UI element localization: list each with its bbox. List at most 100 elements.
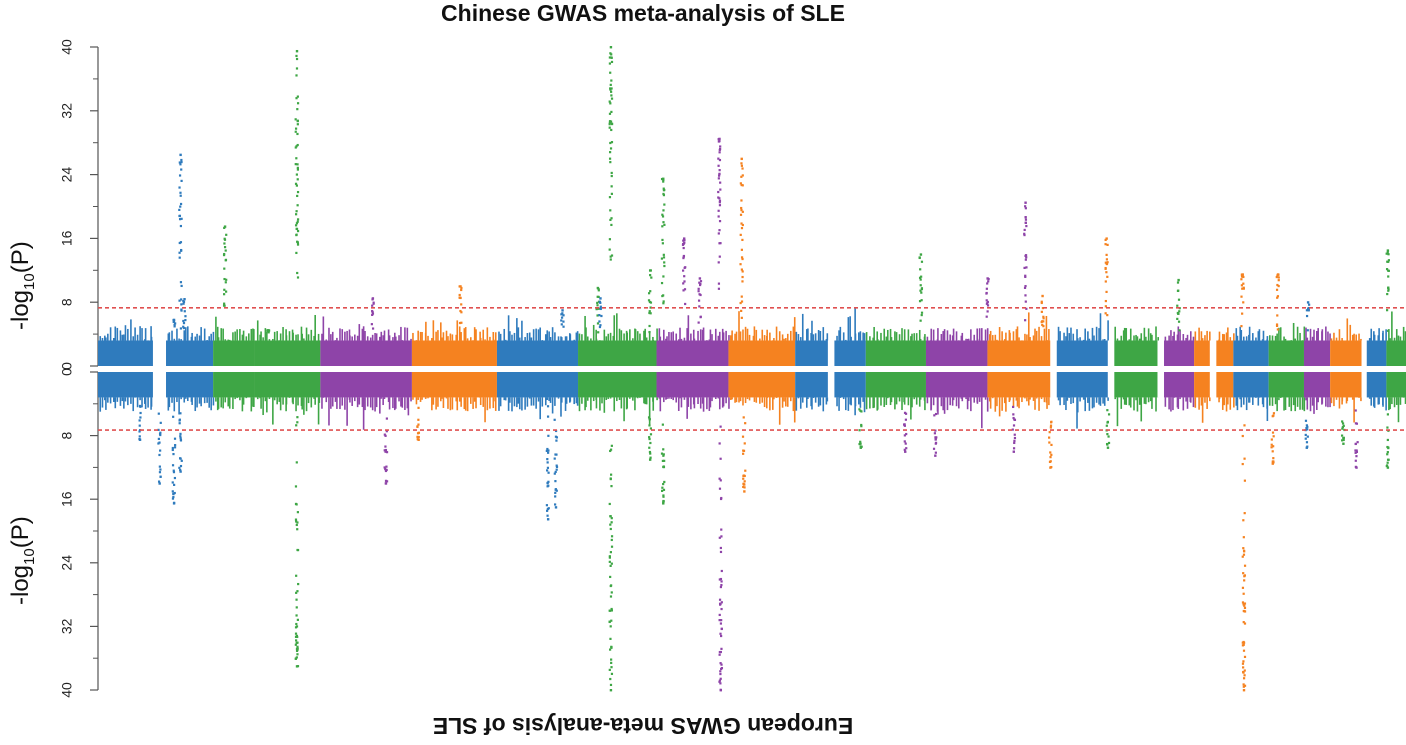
- snp-point-bottom: [865, 397, 868, 410]
- peak-point-top: [296, 243, 300, 246]
- snp-point-top: [811, 320, 813, 341]
- snp-point-top: [109, 327, 112, 341]
- snp-point-bottom: [1346, 397, 1349, 402]
- peak-point-bottom: [179, 436, 182, 439]
- peak-point-top: [1177, 298, 1181, 301]
- peak-max-bottom: [1342, 442, 1345, 445]
- peak-point-top: [1277, 276, 1280, 279]
- snp-point-top: [1009, 332, 1011, 341]
- peak-point-top: [681, 243, 685, 246]
- peak-point-top: [661, 215, 665, 218]
- peak-point-bottom: [1355, 449, 1358, 452]
- peak-point-top: [179, 327, 183, 330]
- peak-point-top: [224, 281, 227, 284]
- snp-point-bottom: [677, 397, 680, 411]
- snp-point-top: [966, 338, 969, 341]
- snp-point-bottom: [1072, 397, 1075, 404]
- snp-point-top: [1043, 328, 1046, 341]
- peak-point-bottom: [295, 625, 299, 628]
- peak-point-top: [683, 266, 686, 269]
- peak-point-top: [718, 172, 721, 175]
- snp-point-top: [1029, 337, 1031, 341]
- peak-max-top: [459, 285, 462, 288]
- peak-point-bottom: [296, 528, 299, 531]
- peak-point-bottom: [173, 446, 177, 449]
- snp-point-top: [986, 328, 989, 341]
- snp-point-top: [180, 339, 182, 341]
- snp-point-top: [1346, 318, 1349, 341]
- chart-title-top: Chinese GWAS meta-analysis of SLE: [441, 0, 845, 26]
- snp-point-bottom: [763, 397, 766, 408]
- snp-point-top: [973, 334, 976, 341]
- snp-point-top: [675, 333, 678, 341]
- peak-point-top: [717, 261, 720, 264]
- snp-point-bottom: [994, 397, 997, 412]
- peak-point-bottom: [553, 418, 556, 421]
- peak-point-top: [178, 299, 181, 302]
- peak-max-bottom: [859, 446, 862, 449]
- peak-point-top: [610, 217, 613, 220]
- peak-point-bottom: [647, 416, 651, 419]
- snp-point-top: [793, 317, 796, 341]
- snp-point-top: [354, 334, 356, 341]
- snp-point-top: [167, 333, 170, 341]
- snp-point-bottom: [356, 397, 359, 408]
- snp-point-top: [470, 337, 472, 341]
- snp-point-bottom: [949, 397, 951, 406]
- snp-point-bottom: [168, 397, 171, 408]
- snp-point-bottom: [1135, 397, 1137, 401]
- peak-point-bottom: [609, 564, 612, 567]
- peak-point-top: [719, 181, 722, 184]
- peak-point-top: [740, 162, 743, 165]
- snp-point-bottom: [245, 397, 248, 399]
- peak-point-bottom: [860, 423, 863, 427]
- snp-point-top: [212, 331, 215, 341]
- snp-point-bottom: [1229, 397, 1232, 410]
- snp-point-top: [1088, 338, 1091, 341]
- peak-max-bottom: [1305, 446, 1308, 449]
- snp-point-bottom: [1245, 397, 1248, 411]
- snp-point-bottom: [1309, 397, 1312, 412]
- peak-point-top: [718, 204, 722, 207]
- peak-point-bottom: [159, 449, 162, 452]
- peak-point-bottom: [742, 474, 745, 478]
- snp-point-bottom: [1038, 397, 1040, 411]
- peak-point-bottom: [173, 483, 176, 486]
- peak-point-top: [1177, 289, 1180, 292]
- snp-point-bottom: [1370, 397, 1373, 406]
- snp-point-bottom: [313, 397, 315, 399]
- snp-point-top: [285, 335, 288, 341]
- peak-point-top: [741, 174, 744, 177]
- snp-point-bottom: [208, 397, 210, 408]
- chromosome-band-bottom: [1268, 372, 1304, 398]
- snp-point-top: [210, 333, 212, 341]
- snp-point-top: [721, 328, 724, 341]
- peak-point-bottom: [609, 625, 612, 628]
- peak-point-top: [295, 173, 298, 176]
- snp-point-bottom: [1070, 397, 1072, 404]
- snp-point-top: [943, 329, 946, 341]
- peak-point-top: [295, 227, 298, 230]
- snp-point-bottom: [1351, 397, 1354, 400]
- snp-point-bottom: [911, 397, 913, 408]
- snp-point-top: [575, 332, 578, 341]
- peak-point-bottom: [742, 477, 745, 480]
- peak-max-bottom: [1106, 446, 1110, 449]
- snp-point-top: [869, 336, 871, 341]
- snp-point-bottom: [109, 397, 112, 404]
- snp-point-top: [216, 326, 219, 341]
- peak-point-bottom: [1242, 670, 1245, 674]
- peak-point-bottom: [295, 520, 298, 523]
- snp-point-top: [1143, 327, 1146, 341]
- peak-max-top: [223, 225, 227, 228]
- peak-point-top: [1178, 310, 1181, 313]
- peak-point-bottom: [608, 609, 611, 612]
- snp-point-bottom: [1269, 397, 1271, 406]
- snp-point-bottom: [1138, 397, 1141, 405]
- peak-point-bottom: [546, 447, 549, 451]
- snp-point-top: [130, 319, 132, 341]
- snp-point-bottom: [1182, 397, 1185, 411]
- peak-point-bottom: [294, 632, 298, 635]
- snp-point-top: [268, 339, 271, 341]
- peak-point-top: [986, 304, 990, 307]
